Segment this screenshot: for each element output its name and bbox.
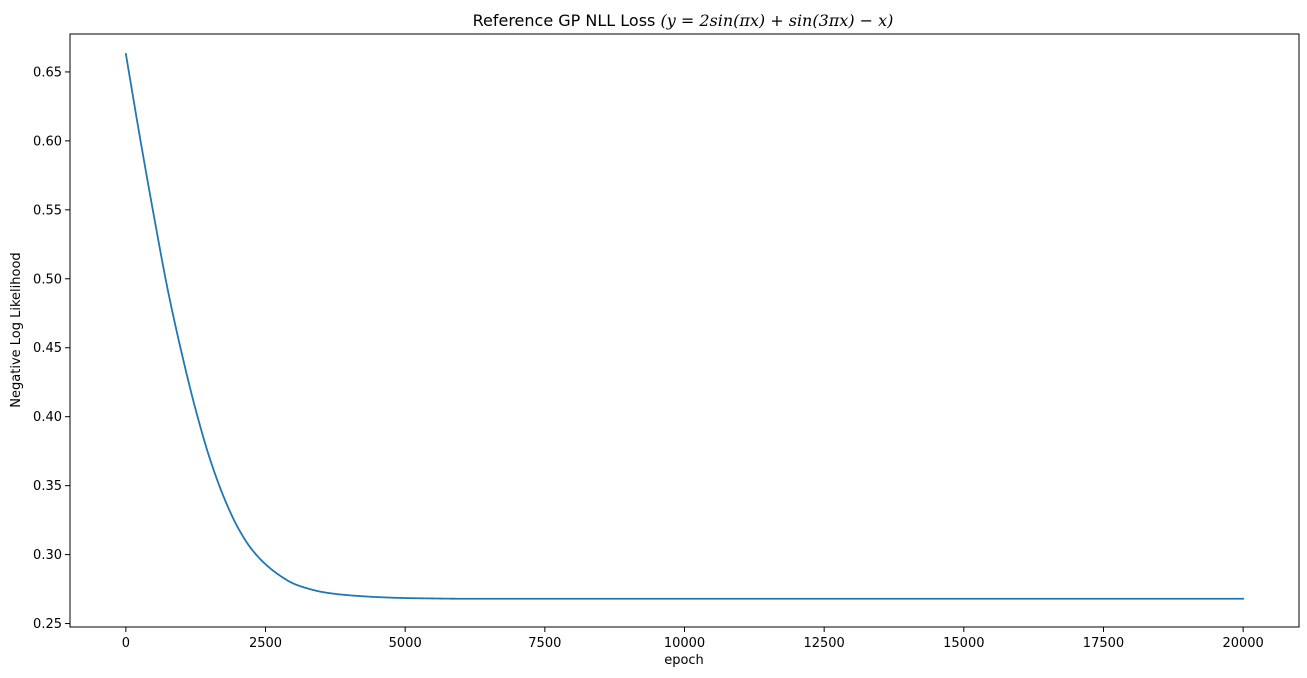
y-tick-label: 0.35 xyxy=(33,479,62,494)
y-tick-label: 0.45 xyxy=(33,341,62,356)
x-tick-label: 17500 xyxy=(1083,636,1124,651)
x-tick-label: 0 xyxy=(122,636,130,651)
x-tick-label: 20000 xyxy=(1222,636,1263,651)
y-tick-label: 0.65 xyxy=(33,65,62,80)
loss-line xyxy=(124,52,1245,600)
y-tick-label: 0.25 xyxy=(33,617,62,632)
x-tick-label: 12500 xyxy=(803,636,844,651)
x-tick-label: 2500 xyxy=(249,636,282,651)
y-tick-label: 0.55 xyxy=(33,203,62,218)
series-layer xyxy=(124,52,1245,600)
y-tick-label: 0.40 xyxy=(33,410,62,425)
x-tick-label: 15000 xyxy=(943,636,984,651)
y-tick-label: 0.50 xyxy=(33,272,62,287)
x-tick-label: 7500 xyxy=(528,636,561,651)
y-axis-label: Negative Log Likelihood xyxy=(9,252,24,407)
y-tick-label: 0.60 xyxy=(33,134,62,149)
y-axis: 0.25 0.30 0.35 0.40 0.45 0.50 0.55 0.60 0.65 xyxy=(33,65,70,632)
x-axis-label: epoch xyxy=(664,653,704,668)
x-axis: 0 2500 5000 7500 10000 12500 15000 17500 20000 xyxy=(122,627,1264,651)
x-tick-label: 5000 xyxy=(389,636,422,651)
chart-title: Reference GP NLL Loss (y = 2sin(πx) + si… xyxy=(473,11,894,30)
x-tick-label: 10000 xyxy=(664,636,705,651)
y-tick-label: 0.30 xyxy=(33,548,62,563)
